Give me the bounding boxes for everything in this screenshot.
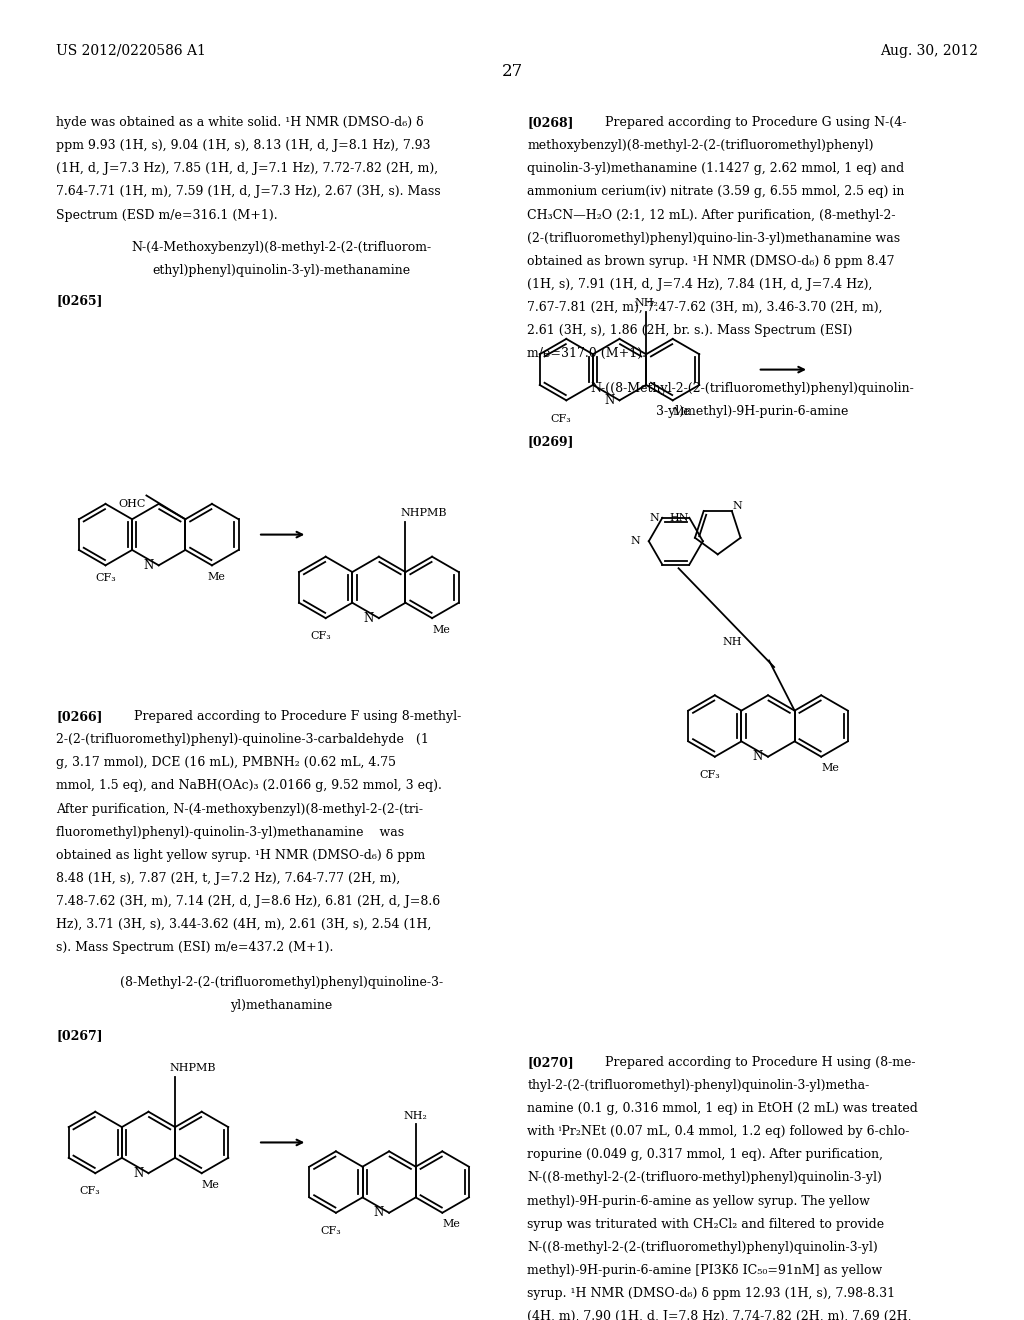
Text: CH₃CN—H₂O (2:1, 12 mL). After purification, (8-methyl-2-: CH₃CN—H₂O (2:1, 12 mL). After purificati… — [527, 209, 896, 222]
Text: quinolin-3-yl)methanamine (1.1427 g, 2.62 mmol, 1 eq) and: quinolin-3-yl)methanamine (1.1427 g, 2.6… — [527, 162, 904, 176]
Text: [0268]: [0268] — [527, 116, 573, 129]
Text: (1H, d, J=7.3 Hz), 7.85 (1H, d, J=7.1 Hz), 7.72-7.82 (2H, m),: (1H, d, J=7.3 Hz), 7.85 (1H, d, J=7.1 Hz… — [56, 162, 438, 176]
Text: Prepared according to Procedure G using N-(4-: Prepared according to Procedure G using … — [601, 116, 906, 129]
Text: obtained as brown syrup. ¹H NMR (DMSO-d₆) δ ppm 8.47: obtained as brown syrup. ¹H NMR (DMSO-d₆… — [527, 255, 895, 268]
Text: (4H, m), 7.90 (1H, d, J=7.8 Hz), 7.74-7.82 (2H, m), 7.69 (2H,: (4H, m), 7.90 (1H, d, J=7.8 Hz), 7.74-7.… — [527, 1309, 911, 1320]
Text: Prepared according to Procedure F using 8-methyl-: Prepared according to Procedure F using … — [130, 710, 461, 723]
Text: g, 3.17 mmol), DCE (16 mL), PMBNH₂ (0.62 mL, 4.75: g, 3.17 mmol), DCE (16 mL), PMBNH₂ (0.62… — [56, 756, 396, 770]
Text: fluoromethyl)phenyl)-quinolin-3-yl)methanamine    was: fluoromethyl)phenyl)-quinolin-3-yl)metha… — [56, 826, 404, 838]
Text: [0266]: [0266] — [56, 710, 102, 723]
Text: 27: 27 — [502, 63, 522, 81]
Text: thyl-2-(2-(trifluoromethyl)-phenyl)quinolin-3-yl)metha-: thyl-2-(2-(trifluoromethyl)-phenyl)quino… — [527, 1080, 869, 1092]
Text: with ⁱPr₂NEt (0.07 mL, 0.4 mmol, 1.2 eq) followed by 6-chlo-: with ⁱPr₂NEt (0.07 mL, 0.4 mmol, 1.2 eq)… — [527, 1125, 909, 1138]
Text: N-((8-Methyl-2-(2-(trifluoromethyl)phenyl)quinolin-: N-((8-Methyl-2-(2-(trifluoromethyl)pheny… — [591, 381, 914, 395]
Text: Me: Me — [673, 407, 690, 417]
Text: N: N — [753, 750, 763, 763]
Text: [0267]: [0267] — [56, 1030, 103, 1041]
Text: N-(4-Methoxybenzyl)(8-methyl-2-(2-(trifluorom-: N-(4-Methoxybenzyl)(8-methyl-2-(2-(trifl… — [131, 240, 432, 253]
Text: hyde was obtained as a white solid. ¹H NMR (DMSO-d₆) δ: hyde was obtained as a white solid. ¹H N… — [56, 116, 424, 129]
Text: CF₃: CF₃ — [699, 770, 720, 780]
Text: methyl)-9H-purin-6-amine [PI3Kδ IC₅₀=91nM] as yellow: methyl)-9H-purin-6-amine [PI3Kδ IC₅₀=91n… — [527, 1265, 883, 1276]
Text: Me: Me — [442, 1220, 460, 1229]
Text: CF₃: CF₃ — [321, 1226, 341, 1236]
Text: (1H, s), 7.91 (1H, d, J=7.4 Hz), 7.84 (1H, d, J=7.4 Hz),: (1H, s), 7.91 (1H, d, J=7.4 Hz), 7.84 (1… — [527, 277, 872, 290]
Text: N-((8-methyl-2-(2-(trifluoromethyl)phenyl)quinolin-3-yl): N-((8-methyl-2-(2-(trifluoromethyl)pheny… — [527, 1241, 879, 1254]
Text: mmol, 1.5 eq), and NaBH(OAc)₃ (2.0166 g, 9.52 mmol, 3 eq).: mmol, 1.5 eq), and NaBH(OAc)₃ (2.0166 g,… — [56, 779, 442, 792]
Text: NHPMB: NHPMB — [170, 1063, 216, 1073]
Text: CF₃: CF₃ — [310, 631, 331, 642]
Text: Me: Me — [208, 572, 225, 582]
Text: NHPMB: NHPMB — [400, 508, 446, 517]
Text: Spectrum (ESD m/e=316.1 (M+1).: Spectrum (ESD m/e=316.1 (M+1). — [56, 209, 278, 222]
Text: obtained as light yellow syrup. ¹H NMR (DMSO-d₆) δ ppm: obtained as light yellow syrup. ¹H NMR (… — [56, 849, 426, 862]
Text: 8.48 (1H, s), 7.87 (2H, t, J=7.2 Hz), 7.64-7.77 (2H, m),: 8.48 (1H, s), 7.87 (2H, t, J=7.2 Hz), 7.… — [56, 873, 400, 884]
Text: syrup was triturated with CH₂Cl₂ and filtered to provide: syrup was triturated with CH₂Cl₂ and fil… — [527, 1218, 885, 1230]
Text: CF₃: CF₃ — [95, 573, 116, 583]
Text: NH₂: NH₂ — [634, 298, 658, 308]
Text: methyl)-9H-purin-6-amine as yellow syrup. The yellow: methyl)-9H-purin-6-amine as yellow syrup… — [527, 1195, 870, 1208]
Text: 3-yl)methyl)-9H-purin-6-amine: 3-yl)methyl)-9H-purin-6-amine — [656, 405, 849, 418]
Text: ethyl)phenyl)quinolin-3-yl)-methanamine: ethyl)phenyl)quinolin-3-yl)-methanamine — [153, 264, 411, 277]
Text: US 2012/0220586 A1: US 2012/0220586 A1 — [56, 44, 206, 58]
Text: N: N — [649, 513, 659, 523]
Text: HN: HN — [670, 513, 689, 524]
Text: Me: Me — [202, 1180, 219, 1189]
Text: [0269]: [0269] — [527, 434, 573, 447]
Text: (8-Methyl-2-(2-(trifluoromethyl)phenyl)quinoline-3-: (8-Methyl-2-(2-(trifluoromethyl)phenyl)q… — [120, 975, 443, 989]
Text: 2.61 (3H, s), 1.86 (2H, br. s.). Mass Spectrum (ESI): 2.61 (3H, s), 1.86 (2H, br. s.). Mass Sp… — [527, 323, 853, 337]
Text: OHC: OHC — [119, 499, 146, 508]
Text: ammonium cerium(iv) nitrate (3.59 g, 6.55 mmol, 2.5 eq) in: ammonium cerium(iv) nitrate (3.59 g, 6.5… — [527, 185, 905, 198]
Text: Prepared according to Procedure H using (8-me-: Prepared according to Procedure H using … — [601, 1056, 915, 1069]
Text: N: N — [364, 611, 374, 624]
Text: m/e=317.0 (M+1).: m/e=317.0 (M+1). — [527, 347, 646, 360]
Text: 2-(2-(trifluoromethyl)phenyl)-quinoline-3-carbaldehyde   (1: 2-(2-(trifluoromethyl)phenyl)-quinoline-… — [56, 734, 429, 746]
Text: N-((8-methyl-2-(2-(trifluoro-methyl)phenyl)quinolin-3-yl): N-((8-methyl-2-(2-(trifluoro-methyl)phen… — [527, 1172, 883, 1184]
Text: s). Mass Spectrum (ESI) m/e=437.2 (M+1).: s). Mass Spectrum (ESI) m/e=437.2 (M+1). — [56, 941, 334, 954]
Text: CF₃: CF₃ — [80, 1187, 100, 1196]
Text: N: N — [631, 536, 641, 546]
Text: N: N — [604, 393, 614, 407]
Text: Hz), 3.71 (3H, s), 3.44-3.62 (4H, m), 2.61 (3H, s), 2.54 (1H,: Hz), 3.71 (3H, s), 3.44-3.62 (4H, m), 2.… — [56, 919, 432, 931]
Text: N: N — [133, 1167, 143, 1180]
Text: N: N — [732, 502, 741, 511]
Text: [0265]: [0265] — [56, 294, 102, 308]
Text: namine (0.1 g, 0.316 mmol, 1 eq) in EtOH (2 mL) was treated: namine (0.1 g, 0.316 mmol, 1 eq) in EtOH… — [527, 1102, 919, 1115]
Text: 7.48-7.62 (3H, m), 7.14 (2H, d, J=8.6 Hz), 6.81 (2H, d, J=8.6: 7.48-7.62 (3H, m), 7.14 (2H, d, J=8.6 Hz… — [56, 895, 440, 908]
Text: NH₂: NH₂ — [403, 1110, 428, 1121]
Text: NH: NH — [723, 638, 742, 647]
Text: N: N — [143, 558, 154, 572]
Text: methoxybenzyl)(8-methyl-2-(2-(trifluoromethyl)phenyl): methoxybenzyl)(8-methyl-2-(2-(trifluorom… — [527, 140, 873, 152]
Text: Aug. 30, 2012: Aug. 30, 2012 — [880, 44, 978, 58]
Text: [0270]: [0270] — [527, 1056, 574, 1069]
Text: CF₃: CF₃ — [551, 413, 571, 424]
Text: N: N — [374, 1206, 384, 1220]
Text: yl)methanamine: yl)methanamine — [230, 999, 333, 1012]
Text: After purification, N-(4-methoxybenzyl)(8-methyl-2-(2-(tri-: After purification, N-(4-methoxybenzyl)(… — [56, 803, 423, 816]
Text: 7.67-7.81 (2H, m), 7.47-7.62 (3H, m), 3.46-3.70 (2H, m),: 7.67-7.81 (2H, m), 7.47-7.62 (3H, m), 3.… — [527, 301, 883, 314]
Text: ppm 9.93 (1H, s), 9.04 (1H, s), 8.13 (1H, d, J=8.1 Hz), 7.93: ppm 9.93 (1H, s), 9.04 (1H, s), 8.13 (1H… — [56, 140, 431, 152]
Text: (2-(trifluoromethyl)phenyl)quino-lin-3-yl)methanamine was: (2-(trifluoromethyl)phenyl)quino-lin-3-y… — [527, 231, 900, 244]
Text: 7.64-7.71 (1H, m), 7.59 (1H, d, J=7.3 Hz), 2.67 (3H, s). Mass: 7.64-7.71 (1H, m), 7.59 (1H, d, J=7.3 Hz… — [56, 185, 441, 198]
Text: ropurine (0.049 g, 0.317 mmol, 1 eq). After purification,: ropurine (0.049 g, 0.317 mmol, 1 eq). Af… — [527, 1148, 884, 1162]
Text: Me: Me — [821, 763, 839, 774]
Text: Me: Me — [432, 624, 450, 635]
Text: syrup. ¹H NMR (DMSO-d₆) δ ppm 12.93 (1H, s), 7.98-8.31: syrup. ¹H NMR (DMSO-d₆) δ ppm 12.93 (1H,… — [527, 1287, 895, 1300]
